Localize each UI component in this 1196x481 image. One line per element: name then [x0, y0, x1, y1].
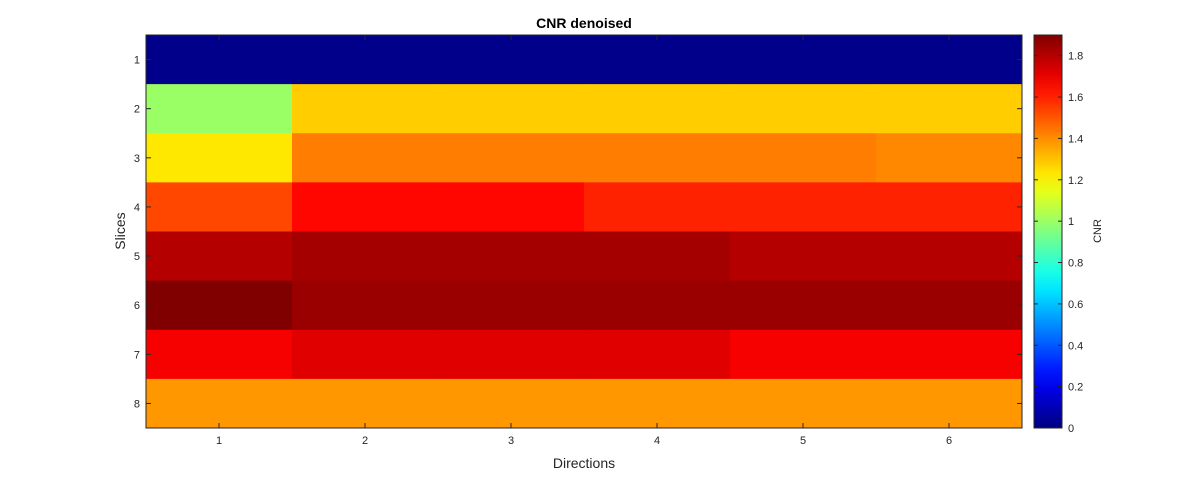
- heatmap-cell: [584, 329, 731, 380]
- heatmap-cell: [146, 182, 293, 232]
- y-axis-ticks: 1 2 3 4 5 6 7 8: [134, 55, 1022, 410]
- x-axis-label: Directions: [553, 455, 615, 471]
- heatmap-cell: [146, 329, 293, 380]
- heatmap-cell: [876, 280, 1023, 331]
- heatmap-cell: [146, 231, 293, 282]
- colorbar-gradient: [1033, 34, 1063, 429]
- heatmap-cell: [584, 182, 731, 232]
- heatmap-cell: [146, 280, 293, 331]
- x-tick-label: 4: [654, 435, 660, 447]
- heatmap-cell: [730, 84, 877, 134]
- colorbar-tick-label: 0.8: [1068, 258, 1083, 270]
- heatmap-cell: [146, 378, 293, 429]
- y-tick-label: 1: [134, 55, 140, 67]
- heatmap-cell: [292, 280, 439, 331]
- plot-frame: [145, 34, 1023, 429]
- heatmap-cell: [584, 84, 731, 134]
- y-tick-label: 2: [134, 104, 140, 116]
- y-tick-label: 7: [134, 349, 140, 361]
- y-tick-label: 5: [134, 251, 140, 263]
- colorbar-tick-label: 1.2: [1068, 175, 1083, 187]
- heatmap-cell: [292, 35, 439, 85]
- colorbar-tick-label: 0: [1068, 423, 1074, 435]
- heatmap-cell: [584, 35, 731, 85]
- colorbar-label: CNR: [1092, 219, 1104, 243]
- x-tick-label: 3: [508, 435, 514, 447]
- heatmap-cell: [876, 378, 1023, 429]
- heatmap-cell: [876, 35, 1023, 85]
- heatmap-cell: [292, 84, 439, 134]
- heatmap-cell: [730, 280, 877, 331]
- colorbar-tick-label: 0.2: [1068, 382, 1083, 394]
- heatmap-cell: [730, 329, 877, 380]
- heatmap-cell: [584, 133, 731, 183]
- heatmap-cell: [146, 35, 293, 85]
- y-tick-label: 6: [134, 300, 140, 312]
- heatmap-cell: [438, 280, 585, 331]
- x-tick-label: 6: [946, 435, 952, 447]
- heatmap-cell: [876, 182, 1023, 232]
- colorbar-tick-label: 1.8: [1068, 51, 1083, 63]
- heatmap-cell: [584, 280, 731, 331]
- y-tick-label: 8: [134, 398, 140, 410]
- colorbar-tick-label: 1.6: [1068, 92, 1083, 104]
- x-tick-label: 1: [216, 435, 222, 447]
- heatmap-cell: [438, 84, 585, 134]
- heatmap-cell: [584, 378, 731, 429]
- heatmap-cell: [584, 231, 731, 282]
- colorbar-tick-label: 0.6: [1068, 299, 1083, 311]
- heatmap-cell: [730, 133, 877, 183]
- colorbar-tick-label: 0.4: [1068, 340, 1083, 352]
- heatmap-cell: [292, 133, 439, 183]
- x-tick-label: 5: [800, 435, 806, 447]
- heatmap-cell: [730, 231, 877, 282]
- x-axis-ticks: 1 2 3 4 5 6: [216, 35, 952, 447]
- heatmap-cell: [438, 182, 585, 232]
- heatmap-cell: [438, 378, 585, 429]
- y-axis-label: Slices: [112, 212, 128, 249]
- heatmap-cell: [876, 84, 1023, 134]
- heatmap-cell: [146, 133, 293, 183]
- x-tick-label: 2: [362, 435, 368, 447]
- heatmap-cell: [438, 329, 585, 380]
- y-tick-label: 3: [134, 153, 140, 165]
- heatmap-cell: [438, 231, 585, 282]
- heatmap-cell: [730, 378, 877, 429]
- colorbar: 0 0.2 0.4 0.6 0.8 1 1.2 1.4 1.6 1.8: [1033, 34, 1083, 435]
- heatmap-cell: [438, 133, 585, 183]
- y-tick-label: 4: [134, 202, 140, 214]
- colorbar-tick-label: 1.4: [1068, 133, 1083, 145]
- heatmap-cell: [730, 182, 877, 232]
- heatmap-cell: [438, 35, 585, 85]
- heatmap-cell: [730, 35, 877, 85]
- heatmap-cell: [876, 231, 1023, 282]
- heatmap-cell: [292, 231, 439, 282]
- colorbar-tick-label: 1: [1068, 216, 1074, 228]
- heatmap-cell: [146, 84, 293, 134]
- heatmap-cell: [292, 378, 439, 429]
- heatmap-cell: [292, 329, 439, 380]
- heatmap-cell: [876, 329, 1023, 380]
- heatmap-cell: [292, 182, 439, 232]
- heatmap-cells: [146, 35, 1023, 429]
- heatmap-cell: [876, 133, 1023, 183]
- chart-title: CNR denoised: [536, 15, 632, 31]
